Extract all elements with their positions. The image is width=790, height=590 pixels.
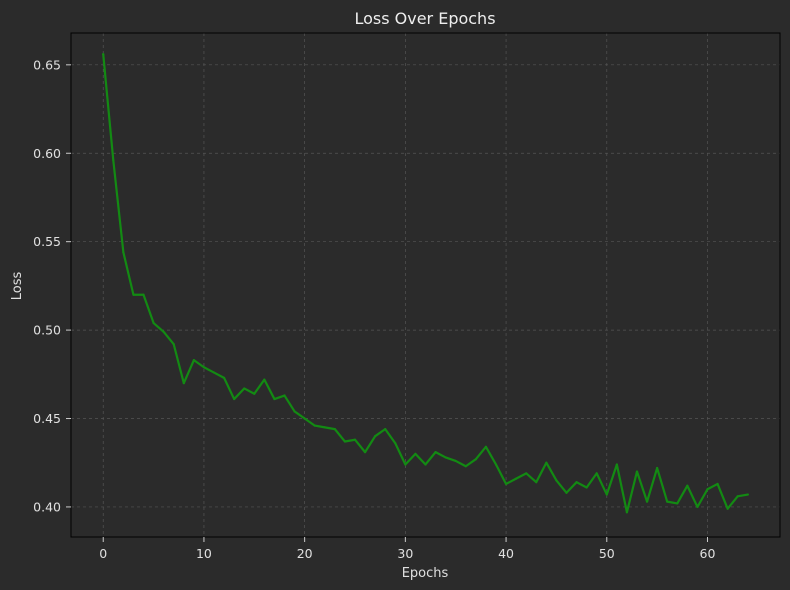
x-tick-label: 50 [599, 546, 615, 561]
x-axis-label: Epochs [402, 566, 449, 581]
x-tick-label: 40 [498, 546, 514, 561]
x-tick-label: 60 [700, 546, 716, 561]
loss-point [253, 392, 256, 395]
loss-point [716, 482, 719, 486]
loss-point [666, 500, 669, 503]
loss-point [132, 293, 135, 296]
loss-point [625, 511, 629, 514]
loss-point [363, 451, 367, 454]
loss-point [454, 459, 457, 463]
plot-area [71, 33, 780, 537]
loss-point [726, 507, 729, 510]
loss-point [424, 463, 427, 466]
loss-point [585, 486, 588, 489]
loss-point [102, 53, 105, 56]
loss-point [374, 435, 377, 438]
loss-point [283, 394, 286, 397]
loss-point [615, 463, 618, 466]
loss-point [595, 472, 598, 475]
loss-point [494, 463, 498, 466]
loss-point [343, 440, 347, 443]
loss-point [353, 438, 357, 441]
loss-point [504, 482, 508, 486]
loss-point [202, 366, 206, 369]
x-tick-label: 10 [196, 546, 212, 561]
loss-point [112, 159, 115, 162]
y-tick-label: 0.55 [33, 234, 61, 249]
loss-point [434, 451, 437, 454]
loss-point [243, 387, 246, 390]
loss-point [525, 472, 528, 475]
loss-point [746, 493, 749, 496]
loss-point [676, 502, 679, 505]
loss-point [414, 452, 417, 455]
loss-point [515, 477, 518, 480]
y-axis-label: Loss [10, 272, 25, 301]
loss-point [444, 456, 447, 459]
loss-point [182, 382, 185, 385]
loss-point [313, 424, 316, 427]
loss-point [394, 442, 397, 445]
x-tick-label: 0 [99, 546, 107, 561]
loss-point [474, 458, 477, 461]
x-tick-label: 30 [397, 546, 413, 561]
loss-point [696, 505, 699, 509]
loss-point [384, 428, 387, 431]
loss-point [142, 293, 145, 296]
y-tick-label: 0.45 [33, 411, 61, 426]
loss-point [736, 495, 739, 498]
y-axis-ticks: 0.40 0.45 0.50 0.55 0.60 0.65 [33, 57, 71, 514]
loss-point [172, 343, 175, 346]
loss-point [535, 481, 538, 484]
loss-point [605, 493, 608, 496]
loss-point [212, 371, 216, 374]
loss-point [555, 479, 558, 482]
y-tick-label: 0.50 [33, 323, 61, 338]
loss-point [303, 417, 306, 420]
loss-point [706, 488, 709, 491]
loss-point [635, 470, 639, 473]
y-tick-label: 0.65 [33, 57, 61, 72]
loss-point [565, 491, 568, 494]
loss-point [222, 376, 226, 379]
loss-point [484, 445, 488, 448]
loss-point [162, 330, 165, 333]
loss-point [404, 463, 407, 466]
loss-point [233, 397, 236, 401]
plot-frame [70, 32, 781, 538]
loss-point [656, 466, 659, 470]
loss-point [293, 410, 296, 413]
loss-point [192, 359, 195, 362]
loss-point [333, 428, 336, 431]
x-axis-ticks: 0 10 20 30 40 50 60 [99, 537, 715, 561]
loss-point [263, 378, 266, 381]
chart-title: Loss Over Epochs [354, 9, 495, 28]
loss-point [152, 321, 155, 325]
loss-point [686, 484, 689, 487]
series-layer [102, 53, 749, 514]
y-tick-label: 0.60 [33, 146, 61, 161]
loss-point [323, 426, 326, 429]
loss-point [575, 481, 578, 484]
loss-point [122, 251, 125, 254]
loss-point [645, 500, 649, 503]
x-tick-label: 20 [297, 546, 313, 561]
loss-point [545, 461, 548, 464]
loss-point [273, 397, 276, 401]
loss-point [464, 465, 467, 468]
grid [71, 33, 780, 537]
y-tick-label: 0.40 [33, 499, 61, 514]
